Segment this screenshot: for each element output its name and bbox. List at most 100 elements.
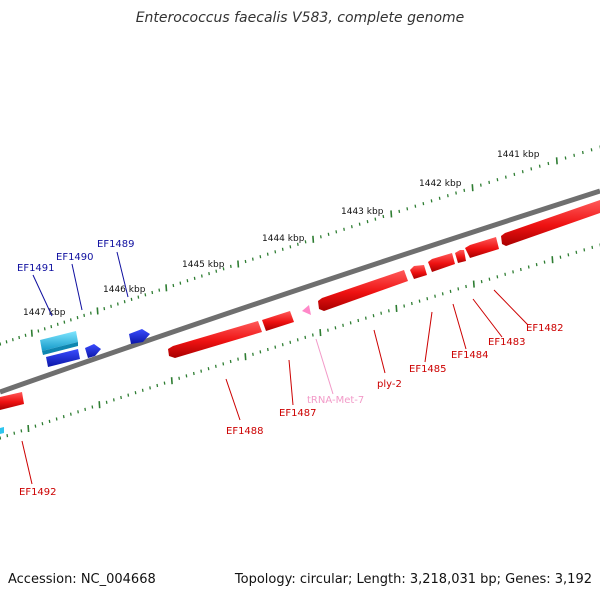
minor-tick: [18, 335, 21, 340]
inner-scale-ticks: [0, 243, 600, 440]
major-tick: [472, 280, 475, 288]
minor-tick: [259, 350, 262, 354]
minor-tick: [479, 183, 482, 187]
gene-label-trna-met-7[interactable]: tRNA-Met-7: [307, 395, 364, 406]
major-tick: [390, 210, 393, 218]
minor-tick: [406, 207, 409, 211]
major-tick: [471, 184, 474, 192]
gene-label-ef1490[interactable]: EF1490: [56, 252, 94, 263]
minor-tick: [573, 153, 576, 157]
gene-feature-ply-2[interactable]: [318, 270, 408, 311]
minor-tick: [334, 326, 337, 330]
minor-tick: [179, 281, 182, 285]
minor-tick: [463, 188, 466, 193]
genome-backbone: [0, 188, 600, 395]
major-tick: [244, 353, 247, 361]
minor-tick: [327, 328, 329, 332]
minor-tick: [120, 395, 122, 400]
minor-tick: [274, 345, 277, 349]
gene-feature-ef1492[interactable]: [0, 427, 4, 434]
gene-feature-ef1484[interactable]: [428, 253, 455, 272]
minor-tick: [304, 335, 307, 340]
gene-label-ef1489[interactable]: EF1489: [97, 239, 135, 250]
gene-label-ef1483[interactable]: EF1483: [488, 337, 526, 348]
scale-label: 1443 kbp: [341, 207, 384, 217]
minor-tick: [504, 175, 507, 179]
minor-tick: [296, 338, 299, 342]
gene-feature-ef1490[interactable]: [46, 349, 80, 367]
minor-tick: [521, 170, 524, 174]
gene-feature-ef1491[interactable]: [40, 331, 78, 351]
minor-tick: [266, 252, 269, 256]
minor-tick: [575, 250, 578, 254]
minor-tick: [374, 217, 377, 221]
minor-tick: [387, 309, 390, 313]
minor-tick: [488, 180, 491, 185]
scale-label: 1445 kbp: [182, 260, 225, 270]
minor-tick: [380, 311, 383, 315]
accession-text: Accession: NC_004668: [8, 572, 156, 587]
gene-feature-ef1483[interactable]: [455, 250, 466, 263]
gene-label-ef1482[interactable]: EF1482: [526, 323, 564, 334]
minor-tick: [410, 301, 413, 306]
minor-tick: [480, 279, 483, 284]
minor-tick: [581, 150, 584, 155]
minor-tick: [222, 267, 225, 271]
major-tick: [319, 329, 322, 337]
gene-feature-ef1485[interactable]: [410, 265, 427, 279]
minor-tick: [50, 324, 53, 329]
minor-tick: [34, 424, 37, 428]
minor-tick: [538, 164, 541, 168]
minor-tick: [281, 247, 284, 251]
minor-tick: [319, 235, 322, 239]
minor-tick: [69, 318, 72, 322]
gene-feature-ef1487[interactable]: [262, 311, 294, 331]
genome-summary-text: Topology: circular; Length: 3,218,031 bp…: [234, 572, 592, 587]
scale-label: 1442 kbp: [419, 179, 462, 189]
minor-tick: [185, 374, 188, 378]
minor-tick: [252, 352, 254, 356]
minor-tick: [426, 297, 429, 301]
minor-tick: [134, 391, 137, 395]
gene-label-ply-2[interactable]: ply-2: [377, 379, 402, 390]
minor-tick: [77, 410, 79, 414]
minor-tick: [229, 359, 232, 364]
gene-label-ef1484[interactable]: EF1484: [451, 350, 489, 361]
minor-tick: [151, 290, 154, 295]
gene-label-ef1491[interactable]: EF1491: [17, 263, 55, 274]
major-tick: [551, 256, 554, 264]
minor-tick: [208, 271, 210, 276]
minor-tick: [441, 292, 444, 296]
minor-tick: [530, 167, 533, 171]
minor-tick: [350, 225, 353, 229]
minor-tick: [455, 191, 457, 195]
minor-tick: [156, 383, 159, 388]
gene-feature-ef1481[interactable]: [501, 200, 600, 246]
minor-tick: [259, 255, 262, 259]
gene-label-ef1492[interactable]: EF1492: [19, 487, 57, 498]
minor-tick: [564, 156, 567, 160]
minor-tick: [229, 264, 232, 269]
label-leader-lines: [21, 251, 529, 485]
gene-label-ef1485[interactable]: EF1485: [409, 364, 447, 375]
major-tick: [165, 284, 168, 292]
gene-label-ef1487[interactable]: EF1487: [279, 408, 317, 419]
gene-feature-ef1490b[interactable]: [85, 344, 101, 358]
gene-labels: EF1489 EF1490 EF1491 EF1482 EF1483 EF148…: [17, 239, 564, 498]
trna-feature-met-7[interactable]: [302, 305, 311, 315]
gene-feature-ef1482[interactable]: [465, 237, 499, 258]
minor-tick: [149, 386, 151, 390]
minor-tick: [192, 371, 195, 376]
gene-label-ef1488[interactable]: EF1488: [226, 426, 264, 437]
minor-tick: [0, 436, 2, 440]
minor-tick: [438, 196, 441, 200]
gene-feature-ef1492-reverse[interactable]: [0, 392, 24, 410]
gene-feature-ef1488[interactable]: [168, 321, 262, 358]
minor-tick: [543, 260, 546, 264]
minor-tick: [200, 274, 203, 278]
scale-label: 1446 kbp: [103, 285, 146, 295]
minor-tick: [237, 357, 239, 361]
gene-feature-ef1489[interactable]: [129, 329, 150, 344]
minor-tick: [158, 288, 161, 292]
minor-tick: [141, 388, 144, 392]
